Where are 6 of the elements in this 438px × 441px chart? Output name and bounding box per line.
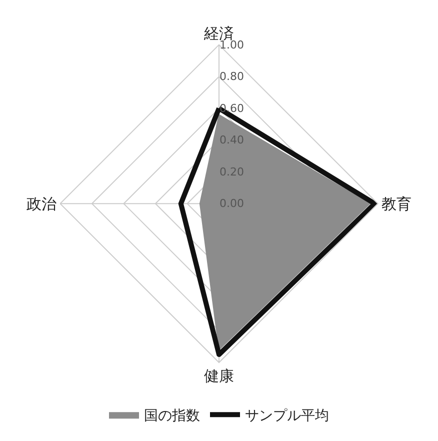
spoke-label: 政治 bbox=[26, 194, 57, 213]
y-tick-label: 0.80 bbox=[220, 70, 244, 84]
legend-label: 国の指数 bbox=[144, 408, 200, 424]
legend-label: サンプル平均 bbox=[245, 408, 329, 424]
spoke-label: 教育 bbox=[381, 194, 412, 213]
spoke-label: 健康 bbox=[204, 367, 234, 385]
